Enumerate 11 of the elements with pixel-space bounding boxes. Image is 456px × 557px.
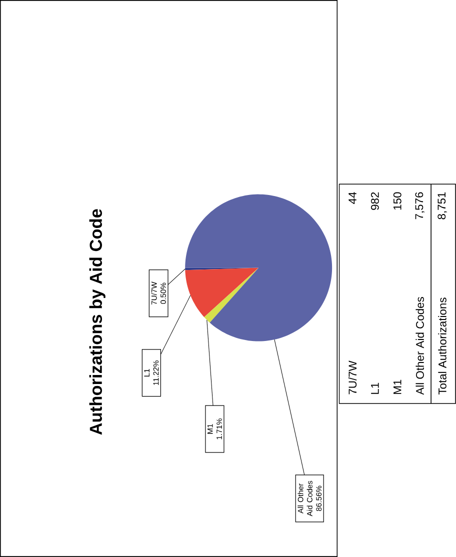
text: 8,751 — [438, 192, 447, 220]
text: Authorizations by Aid Code — [89, 209, 106, 435]
text: 982 — [370, 192, 379, 210]
category-label: L1 — [371, 382, 379, 394]
text: Total Authorizations — [438, 298, 446, 395]
text: 150 — [393, 192, 402, 210]
category-label: M1 — [394, 380, 402, 394]
category-label: 7U/7W — [348, 360, 357, 394]
text: 7,576 — [415, 192, 424, 220]
category-label: All Other Aid Codes — [416, 297, 424, 395]
text: 44 — [348, 192, 356, 204]
